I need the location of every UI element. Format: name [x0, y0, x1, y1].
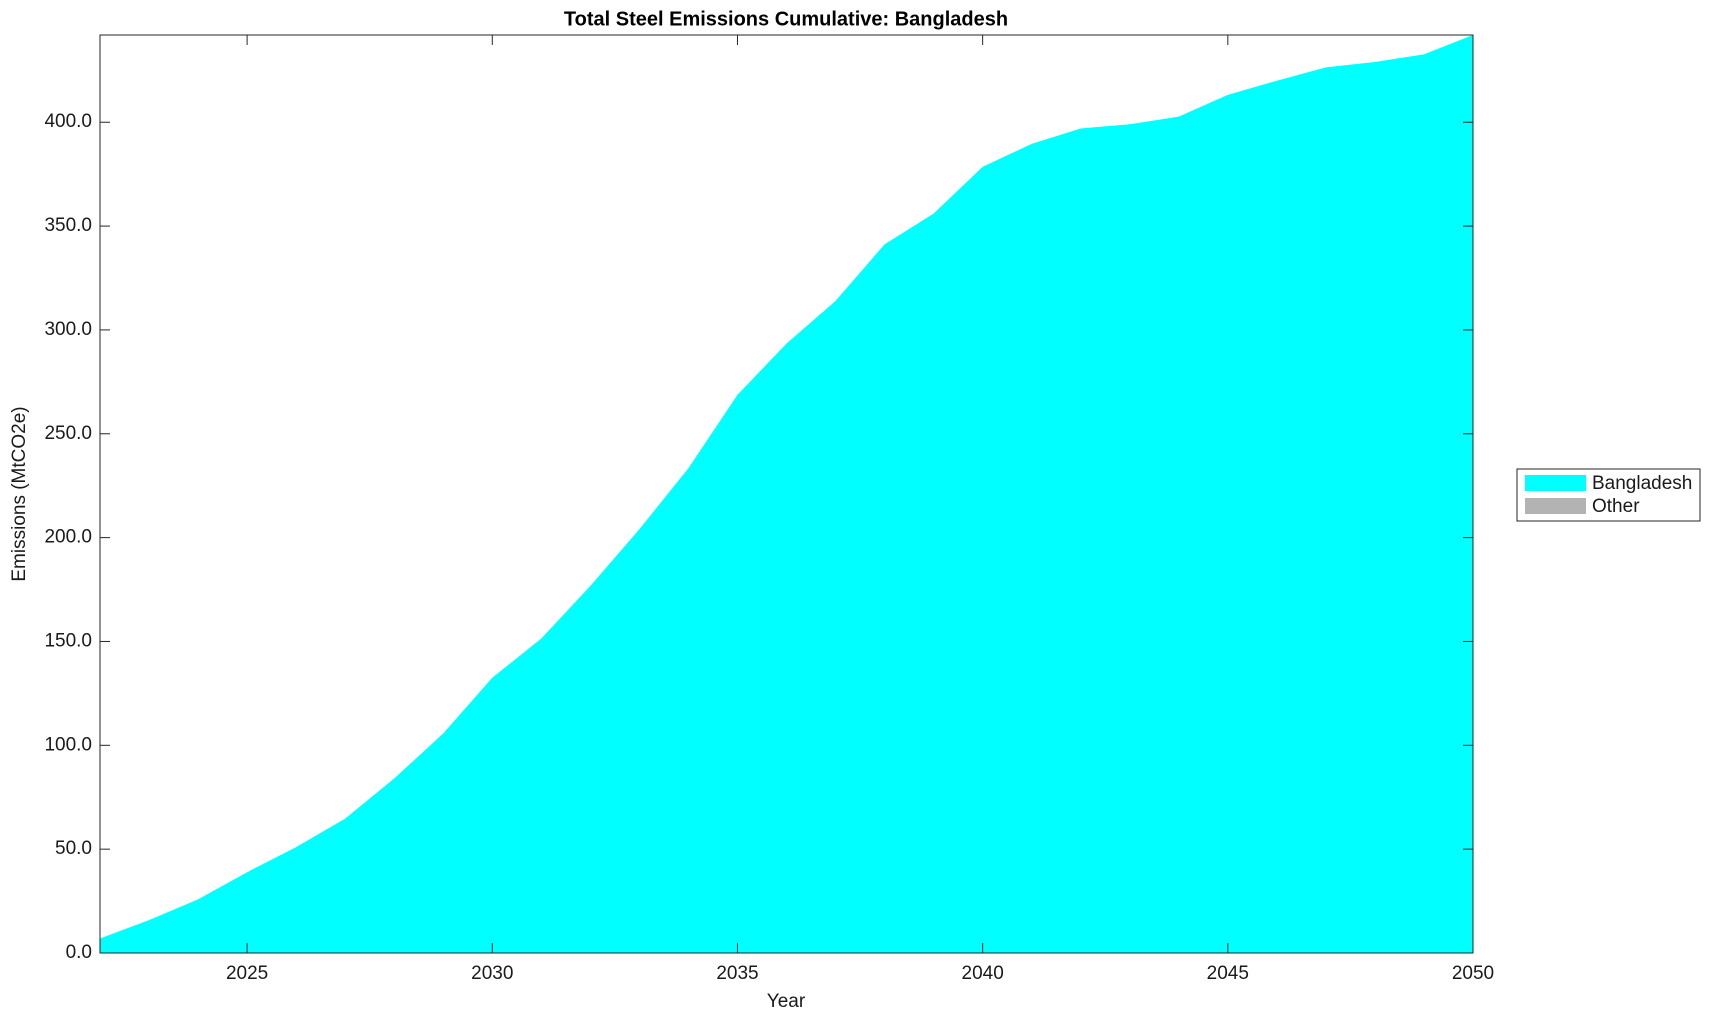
x-axis-label: Year [767, 991, 806, 1012]
plot-frame [99, 34, 1474, 954]
x-tick-label: 2040 [962, 963, 1004, 984]
legend-label: Bangladesh [1592, 473, 1692, 494]
area [100, 35, 1473, 953]
y-tick-label: 0.0 [66, 942, 92, 963]
y-tick-label: 400.0 [44, 111, 92, 132]
x-tick-label: 2045 [1207, 963, 1249, 984]
legend-swatch [1525, 498, 1586, 514]
y-tick-label: 350.0 [44, 215, 92, 236]
y-tick-label: 250.0 [44, 423, 92, 444]
x-tick-label: 2035 [716, 963, 758, 984]
y-axis-label: Emissions (MtCO2e) [9, 406, 30, 581]
y-tick-label: 150.0 [44, 630, 92, 651]
x-tick-label: 2030 [471, 963, 513, 984]
y-tick-label: 300.0 [44, 319, 92, 340]
x-tick-label: 2025 [226, 963, 268, 984]
legend-swatch [1525, 475, 1586, 491]
y-tick-label: 50.0 [55, 838, 92, 859]
x-tick-label: 2050 [1452, 963, 1494, 984]
chart-title: Total Steel Emissions Cumulative: Bangla… [564, 8, 1008, 30]
y-tick-label: 200.0 [44, 527, 92, 548]
legend-label: Other [1592, 496, 1640, 517]
y-tick-label: 100.0 [44, 734, 92, 755]
